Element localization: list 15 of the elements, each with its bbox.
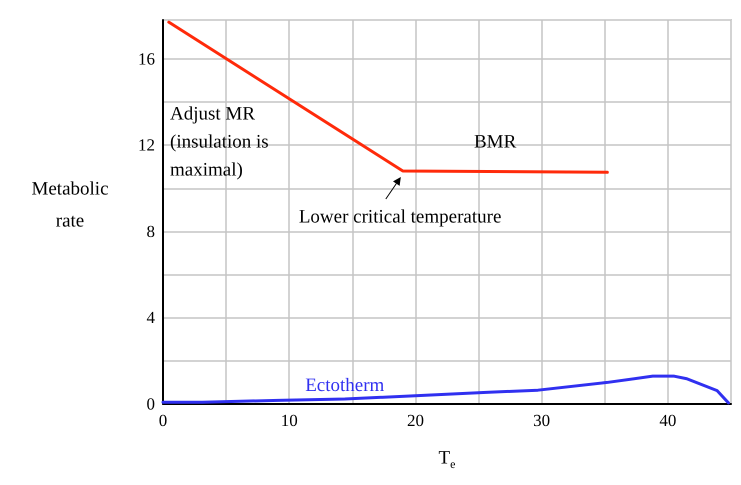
series-label: Ectotherm (305, 375, 385, 396)
y-axis-title: Metabolic rate (31, 178, 109, 232)
x-tick-label: 0 (158, 411, 168, 430)
x-tick-label: 40 (659, 411, 676, 430)
y-tick-label: 4 (146, 308, 156, 328)
y-tick-label: 16 (138, 49, 155, 68)
x-tick-label: 20 (406, 411, 424, 430)
annotation: BMR (474, 132, 517, 152)
y-tick-label: 12 (138, 136, 155, 155)
y-tick-label: 8 (146, 222, 155, 241)
x-tick-label: 30 (533, 411, 550, 430)
annotation: Lower critical temperature (298, 206, 502, 228)
annotation: Adjust MR (insulation is maximal) (170, 104, 269, 180)
y-tick-label: 0 (146, 394, 155, 414)
x-tick-label: 10 (280, 411, 298, 430)
